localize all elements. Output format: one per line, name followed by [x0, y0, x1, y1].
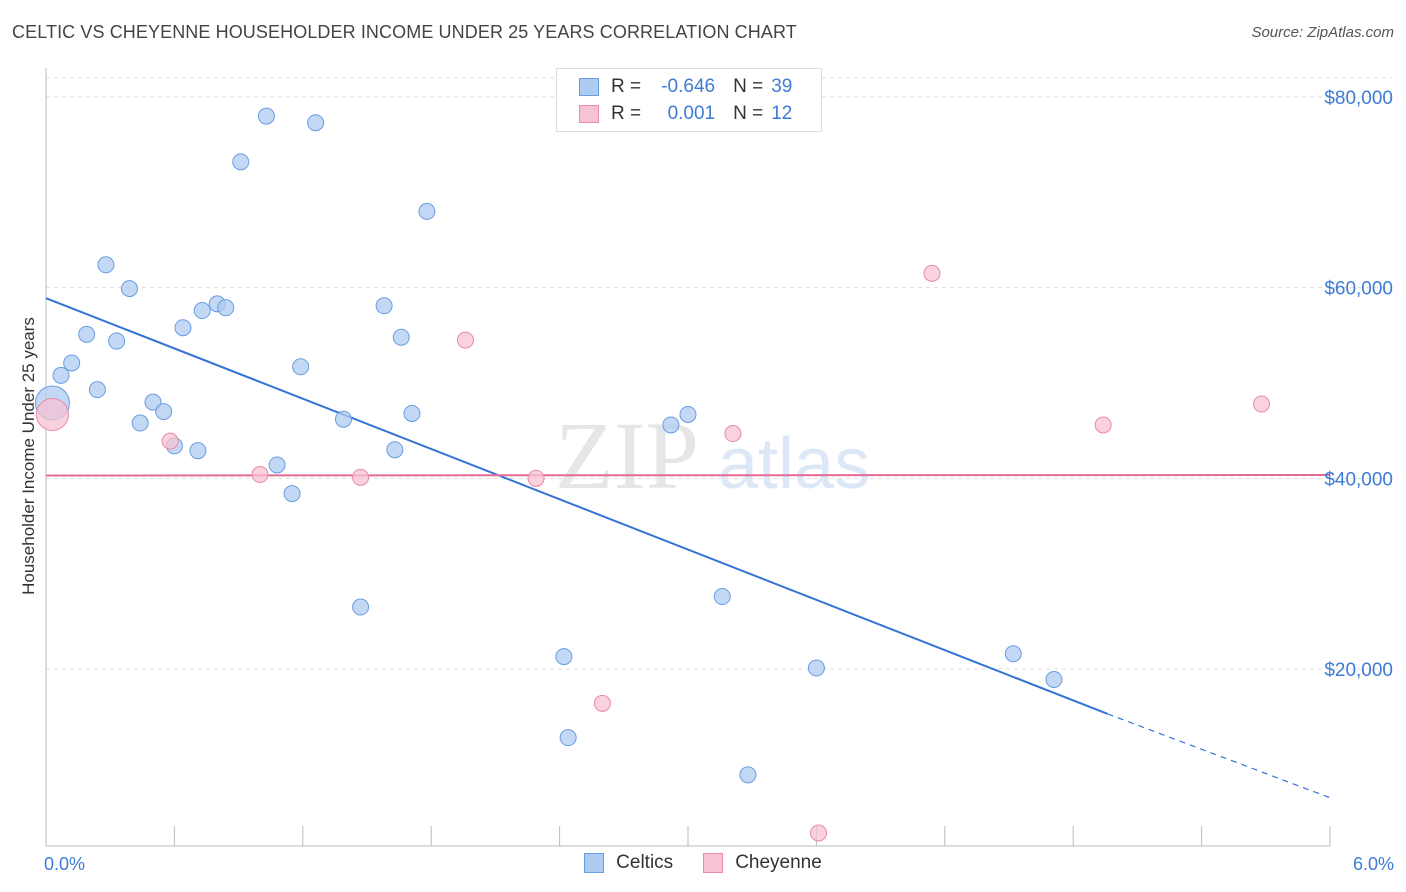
celtics-point	[386, 441, 404, 459]
cheyenne-legend-swatch	[703, 853, 724, 873]
watermark-atlas: atlas	[718, 424, 870, 504]
celtics-point	[189, 442, 207, 460]
celtics-point	[1045, 670, 1063, 688]
cheyenne-point	[456, 331, 474, 349]
y-tick-label: $60,000	[1324, 279, 1393, 300]
celtics-point	[120, 280, 138, 298]
celtics-trend-extension	[1107, 713, 1331, 799]
celtics-point	[283, 485, 301, 503]
cheyenne-swatch	[579, 105, 599, 123]
y-axis-label: Householder Income Under 25 years	[19, 317, 38, 595]
celtics-point	[52, 366, 70, 384]
celtics-point	[739, 766, 757, 784]
cheyenne-point	[1253, 395, 1271, 413]
gridlines	[46, 77, 1392, 670]
watermark: ZIP atlas	[555, 402, 870, 509]
chart-title: CELTIC VS CHEYENNE HOUSEHOLDER INCOME UN…	[12, 22, 797, 42]
r-value: -0.646	[661, 76, 716, 97]
n-value: 39	[771, 76, 793, 97]
celtics-point	[555, 648, 573, 666]
celtics-point	[807, 659, 825, 677]
celtics-point	[88, 381, 106, 399]
cheyenne-point	[1094, 416, 1112, 434]
celtics-point	[392, 328, 410, 346]
celtics-trend-line	[45, 297, 1108, 715]
celtics-legend-swatch	[584, 853, 605, 873]
celtics-point	[403, 405, 421, 423]
celtics-point	[307, 114, 325, 132]
n-label: N =	[733, 76, 764, 97]
data-points	[34, 107, 1271, 842]
celtics-point	[334, 410, 352, 428]
cheyenne-point	[527, 469, 545, 487]
r-value: 0.001	[667, 103, 716, 124]
celtics-point	[63, 354, 81, 372]
celtics-point	[155, 403, 173, 421]
celtics-point	[662, 416, 680, 434]
cheyenne-point	[352, 468, 370, 486]
celtics-point	[78, 325, 96, 343]
cheyenne-point	[923, 264, 941, 282]
stats-legend: R = -0.646 N = 39 R = 0.001 N = 12	[556, 68, 822, 132]
celtics-point	[232, 153, 250, 171]
celtics-point	[713, 588, 731, 606]
legend-label-cheyenne: Cheyenne	[735, 852, 822, 873]
celtics-point	[97, 256, 115, 274]
cheyenne-point	[35, 397, 69, 431]
y-tick-label: $40,000	[1324, 469, 1393, 490]
celtics-point	[144, 393, 162, 411]
legend-row-celtics: R = -0.646 N = 39	[579, 75, 811, 99]
celtics-point	[257, 107, 275, 125]
n-label: N =	[733, 103, 764, 124]
celtics-point	[292, 358, 310, 376]
cheyenne-point	[251, 466, 269, 484]
y-tick-label: $80,000	[1324, 88, 1393, 109]
celtics-swatch	[579, 78, 599, 96]
source-label: Source: ZipAtlas.com	[1251, 24, 1394, 41]
r-label: R =	[611, 76, 642, 97]
celtics-point	[352, 598, 370, 616]
celtics-point	[193, 302, 211, 320]
celtics-point	[559, 729, 577, 747]
trend-lines	[45, 297, 1331, 799]
celtics-point	[217, 299, 235, 317]
cheyenne-point	[810, 824, 828, 842]
n-value: 12	[771, 103, 793, 124]
celtics-point	[418, 202, 436, 220]
r-label: R =	[611, 103, 642, 124]
x-tick-labels: 0.0% 6.0%	[44, 854, 1394, 874]
celtics-point	[679, 405, 697, 423]
celtics-point	[131, 414, 149, 432]
legend-row-cheyenne: R = 0.001 N = 12	[579, 102, 811, 126]
celtics-point	[268, 456, 286, 474]
legend-label-celtics: Celtics	[616, 852, 674, 873]
axes	[45, 68, 1331, 847]
celtics-point	[174, 319, 192, 337]
legend-item-celtics[interactable]: Celtics	[584, 852, 673, 874]
y-tick-label: $20,000	[1324, 660, 1393, 681]
y-tick-labels: $20,000 $40,000 $60,000 $80,000	[1324, 88, 1393, 681]
cheyenne-point	[724, 425, 742, 443]
celtics-point	[375, 297, 393, 315]
series-legend: Celtics Cheyenne	[0, 852, 1406, 874]
legend-item-cheyenne[interactable]: Cheyenne	[703, 852, 822, 874]
watermark-zip: ZIP	[555, 402, 699, 509]
cheyenne-point	[593, 694, 611, 712]
celtics-point	[108, 332, 126, 350]
x-tick-label: 0.0%	[44, 854, 85, 874]
x-tick-label: 6.0%	[1353, 854, 1394, 874]
cheyenne-point	[161, 432, 179, 450]
celtics-point	[1004, 645, 1022, 663]
